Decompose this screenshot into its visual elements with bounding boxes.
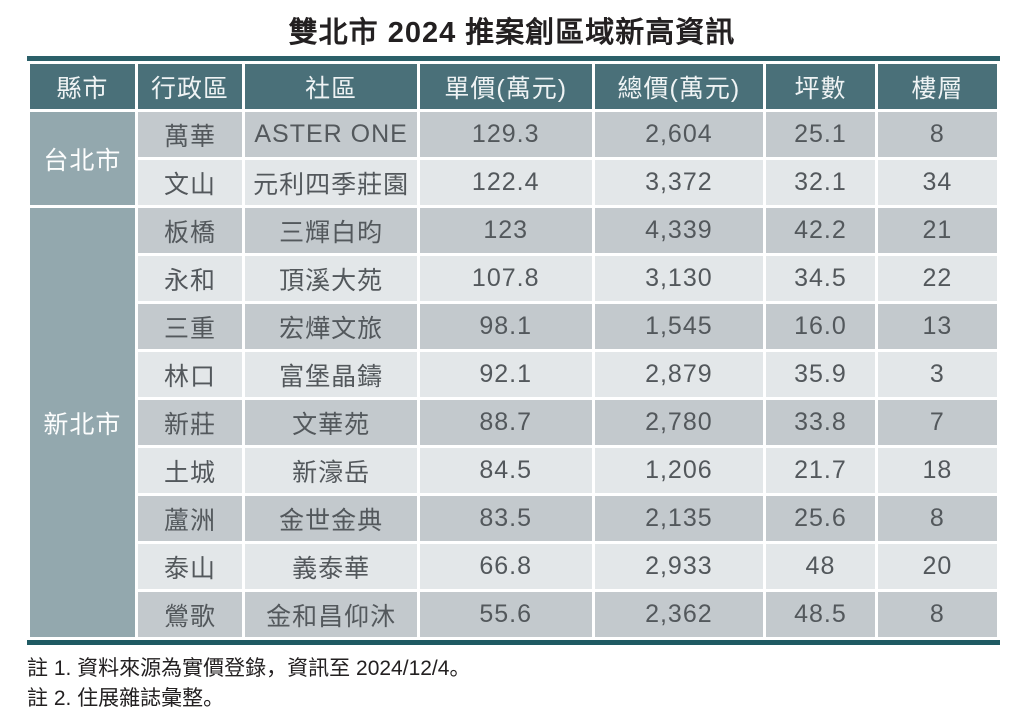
table-row: 林口 富堡晶鑄 92.1 2,879 35.9 3	[29, 349, 1001, 400]
cell-community: 三輝白昀	[242, 205, 420, 256]
cell-ping: 48	[763, 541, 878, 592]
cell-ping: 32.1	[763, 157, 878, 208]
cell-ping: 34.5	[763, 253, 878, 304]
table-row: 新莊 文華苑 88.7 2,780 33.8 7	[29, 397, 1001, 448]
column-header-unit-price: 單價(萬元)	[416, 61, 595, 112]
cell-unit-price: 107.8	[416, 253, 595, 304]
table-row: 鶯歌 金和昌仰沐 55.6 2,362 48.5 8	[29, 589, 1001, 640]
cell-district: 新莊	[134, 397, 246, 448]
table-row: 永和 頂溪大苑 107.8 3,130 34.5 22	[29, 253, 1001, 304]
column-header-district: 行政區	[134, 61, 246, 112]
cell-community: 文華苑	[242, 397, 420, 448]
cell-district: 萬華	[134, 109, 246, 160]
cell-community: 義泰華	[242, 541, 420, 592]
table-header-row: 縣市 行政區 社區 單價(萬元) 總價(萬元) 坪數 樓層	[27, 61, 1001, 112]
column-header-ping: 坪數	[763, 61, 878, 112]
cell-community: 富堡晶鑄	[242, 349, 420, 400]
footnote: 註 1. 資料來源為實價登錄，資訊至 2024/12/4。	[27, 657, 471, 680]
cell-floor: 34	[874, 157, 1001, 208]
cell-unit-price: 66.8	[416, 541, 595, 592]
cell-unit-price: 129.3	[416, 109, 595, 160]
cell-community: 金世金典	[242, 493, 420, 544]
city-group-cell-newtaipei: 新北市	[27, 205, 138, 640]
cell-district: 土城	[134, 445, 246, 496]
cell-community: 金和昌仰沐	[242, 589, 420, 640]
cell-total-price: 2,879	[591, 349, 767, 400]
city-group-cell-taipei: 台北市	[27, 109, 138, 208]
cell-total-price: 1,206	[591, 445, 767, 496]
cell-total-price: 1,545	[591, 301, 767, 352]
table-row: 泰山 義泰華 66.8 2,933 48 20	[29, 541, 1001, 592]
table-row: 蘆洲 金世金典 83.5 2,135 25.6 8	[29, 493, 1001, 544]
cell-district: 三重	[134, 301, 246, 352]
cell-district: 永和	[134, 253, 246, 304]
cell-total-price: 4,339	[591, 205, 767, 256]
table-row: 台北市 萬華 ASTER ONE 129.3 2,604 25.1 8	[27, 109, 1001, 208]
footnote: 註 2. 住展雜誌彙整。	[27, 686, 225, 710]
cell-total-price: 2,780	[591, 397, 767, 448]
cell-ping: 16.0	[763, 301, 878, 352]
cell-floor: 7	[874, 397, 1001, 448]
cell-floor: 22	[874, 253, 1001, 304]
table-row: 新北市 板橋 三輝白昀 123 4,339 42.2 21	[27, 205, 1001, 640]
cell-unit-price: 55.6	[416, 589, 595, 640]
cell-community: 新濠岳	[242, 445, 420, 496]
table-row: 三重 宏燁文旅 98.1 1,545 16.0 13	[29, 301, 1001, 352]
cell-district: 文山	[134, 157, 246, 208]
cell-district: 林口	[134, 349, 246, 400]
cell-unit-price: 123	[416, 205, 595, 256]
column-header-community: 社區	[242, 61, 420, 112]
cell-total-price: 2,135	[591, 493, 767, 544]
cell-ping: 33.8	[763, 397, 878, 448]
cell-floor: 13	[874, 301, 1001, 352]
cell-ping: 35.9	[763, 349, 878, 400]
cell-floor: 8	[874, 109, 1001, 160]
column-header-total-price: 總價(萬元)	[591, 61, 767, 112]
cell-unit-price: 122.4	[416, 157, 595, 208]
table-row: 土城 新濠岳 84.5 1,206 21.7 18	[29, 445, 1001, 496]
column-header-floor: 樓層	[874, 61, 1001, 112]
cell-district: 板橋	[134, 205, 246, 256]
cell-district: 泰山	[134, 541, 246, 592]
cell-unit-price: 98.1	[416, 301, 595, 352]
cell-unit-price: 84.5	[416, 445, 595, 496]
cell-ping: 21.7	[763, 445, 878, 496]
cell-unit-price: 92.1	[416, 349, 595, 400]
cell-floor: 8	[874, 589, 1001, 640]
cell-floor: 20	[874, 541, 1001, 592]
cell-total-price: 2,362	[591, 589, 767, 640]
cell-unit-price: 83.5	[416, 493, 595, 544]
cell-ping: 48.5	[763, 589, 878, 640]
cell-total-price: 3,372	[591, 157, 767, 208]
cell-ping: 25.6	[763, 493, 878, 544]
page-title: 雙北市 2024 推案創區域新高資訊	[288, 17, 736, 49]
footnotes: 註 1. 資料來源為實價登錄，資訊至 2024/12/4。 註 2. 住展雜誌彙…	[27, 654, 1024, 714]
cell-community: 元利四季莊園	[242, 157, 420, 208]
cell-floor: 21	[874, 205, 1001, 256]
cell-floor: 8	[874, 493, 1001, 544]
cell-total-price: 2,933	[591, 541, 767, 592]
table-row: 文山 元利四季莊園 122.4 3,372 32.1 34	[29, 157, 1001, 208]
cell-unit-price: 88.7	[416, 397, 595, 448]
data-table: 縣市 行政區 社區 單價(萬元) 總價(萬元) 坪數 樓層 台北市 萬華 AST…	[27, 61, 1001, 640]
cell-community: ASTER ONE	[242, 109, 420, 160]
cell-floor: 18	[874, 445, 1001, 496]
cell-total-price: 3,130	[591, 253, 767, 304]
cell-district: 鶯歌	[134, 589, 246, 640]
cell-total-price: 2,604	[591, 109, 767, 160]
cell-ping: 25.1	[763, 109, 878, 160]
cell-ping: 42.2	[763, 205, 878, 256]
cell-community: 宏燁文旅	[242, 301, 420, 352]
cell-community: 頂溪大苑	[242, 253, 420, 304]
column-header-city: 縣市	[27, 61, 138, 112]
cell-district: 蘆洲	[134, 493, 246, 544]
table-container: 縣市 行政區 社區 單價(萬元) 總價(萬元) 坪數 樓層 台北市 萬華 AST…	[27, 56, 1001, 645]
cell-floor: 3	[874, 349, 1001, 400]
